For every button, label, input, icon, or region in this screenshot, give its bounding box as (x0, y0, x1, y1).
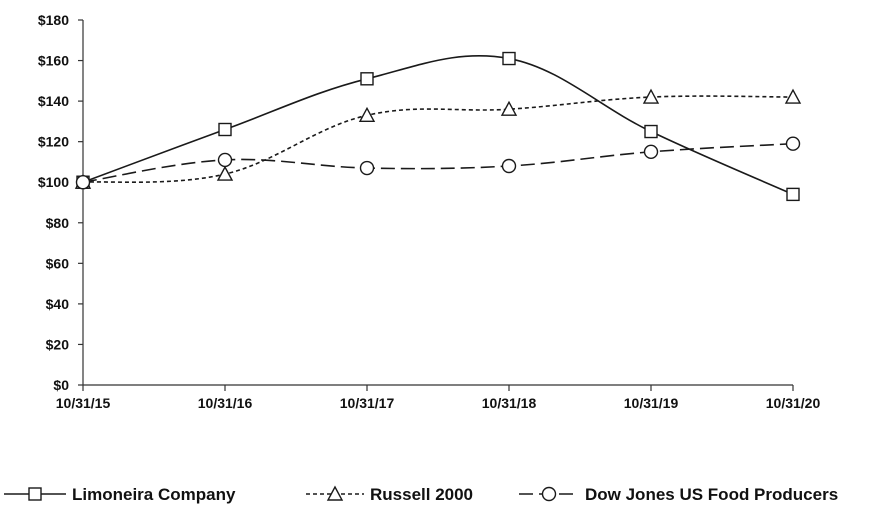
data-point-square (502, 51, 516, 66)
x-tick-label: 10/31/19 (624, 395, 679, 411)
data-point-square (360, 72, 374, 86)
data-point-triangle (216, 165, 234, 181)
legend-item: Dow Jones US Food Producers (519, 485, 838, 504)
chart-legend: Limoneira Company Russell 2000 Dow Jones U… (4, 485, 838, 504)
chart-axes: $0 $20 $40 $60 $80 $100 $120 $140 $160 $180 10/31/… (38, 12, 821, 411)
y-tick-label: $160 (38, 53, 69, 69)
series-lines (82, 55, 794, 196)
y-tick-label: $20 (46, 336, 70, 352)
data-point-circle (217, 152, 233, 168)
legend-marker-square (28, 487, 42, 501)
data-point-circle (643, 144, 659, 160)
data-point-triangle (358, 106, 376, 123)
legend-item: Russell 2000 (306, 485, 473, 504)
y-tick-label: $120 (38, 134, 69, 150)
x-tick-label: 10/31/15 (56, 395, 111, 411)
data-point-circle (501, 158, 517, 174)
legend-item: Limoneira Company (4, 485, 236, 504)
y-tick-label: $0 (53, 377, 69, 393)
x-tick-label: 10/31/16 (198, 395, 253, 411)
legend-marker-triangle (326, 485, 344, 501)
data-point-square (218, 122, 232, 137)
data-point-triangle (500, 100, 518, 116)
x-tick-label: 10/31/18 (482, 395, 537, 411)
legend-marker-circle (541, 486, 557, 502)
data-point-circle (75, 175, 91, 190)
data-point-triangle (642, 88, 660, 104)
legend-label: Russell 2000 (370, 485, 473, 504)
data-point-circle (359, 160, 375, 176)
x-tick-label: 10/31/20 (766, 395, 821, 411)
y-tick-label: $100 (38, 174, 69, 190)
legend-label: Dow Jones US Food Producers (585, 485, 838, 504)
data-point-square (644, 124, 658, 139)
y-tick-label: $140 (38, 93, 69, 109)
y-tick-label: $180 (38, 12, 69, 28)
data-point-square (786, 187, 800, 202)
y-tick-label: $40 (46, 296, 70, 312)
series-line-circle (82, 142, 794, 184)
data-point-circle (785, 136, 801, 151)
legend-label: Limoneira Company (72, 485, 236, 504)
series-line-triangle (82, 95, 794, 184)
y-tick-label: $80 (46, 215, 70, 231)
data-point-triangle (784, 88, 802, 104)
y-tick-label: $60 (46, 255, 70, 271)
series-markers (74, 51, 802, 202)
series-line-square (82, 55, 794, 196)
x-tick-label: 10/31/17 (340, 395, 395, 411)
